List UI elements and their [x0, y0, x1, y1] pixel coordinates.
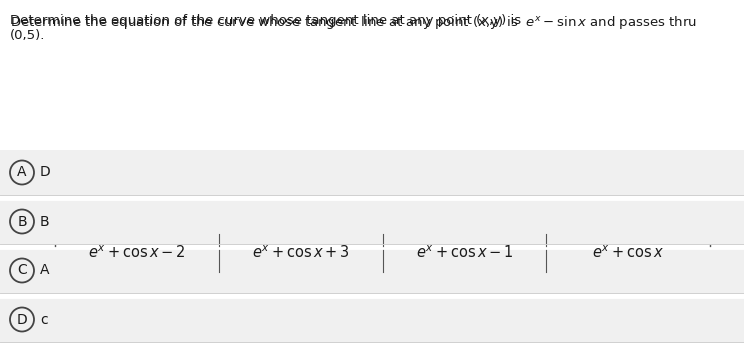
Text: A: A [40, 264, 50, 277]
Text: Determine the equation of the curve whose tangent line at any point (x,y) is: Determine the equation of the curve whos… [10, 14, 530, 27]
Text: (0,5).: (0,5). [10, 29, 45, 42]
Bar [0, 150, 744, 195]
Text: A: A [17, 165, 27, 180]
Text: $e^x + \cos x$: $e^x + \cos x$ [592, 245, 664, 261]
Circle shape [10, 258, 34, 283]
Text: $e^x + \cos x - 1$: $e^x + \cos x - 1$ [416, 245, 513, 261]
Bar [0, 199, 744, 244]
Bar [0, 297, 744, 342]
Text: B: B [40, 214, 50, 228]
Bar [0, 248, 744, 293]
Text: $e^x + \cos x + 3$: $e^x + \cos x + 3$ [251, 245, 350, 261]
Text: C: C [17, 264, 27, 277]
Text: B: B [17, 214, 27, 228]
Bar [55, 234, 710, 272]
Text: D: D [16, 313, 28, 327]
Circle shape [10, 308, 34, 332]
Text: $e^x + \cos x - 2$: $e^x + \cos x - 2$ [88, 245, 186, 261]
Text: D: D [40, 165, 51, 180]
Circle shape [10, 209, 34, 233]
Circle shape [10, 161, 34, 184]
Text: c: c [40, 313, 48, 327]
Text: Determine the equation of the curve whose tangent line at any point (x,y) is  $e: Determine the equation of the curve whos… [10, 14, 697, 31]
